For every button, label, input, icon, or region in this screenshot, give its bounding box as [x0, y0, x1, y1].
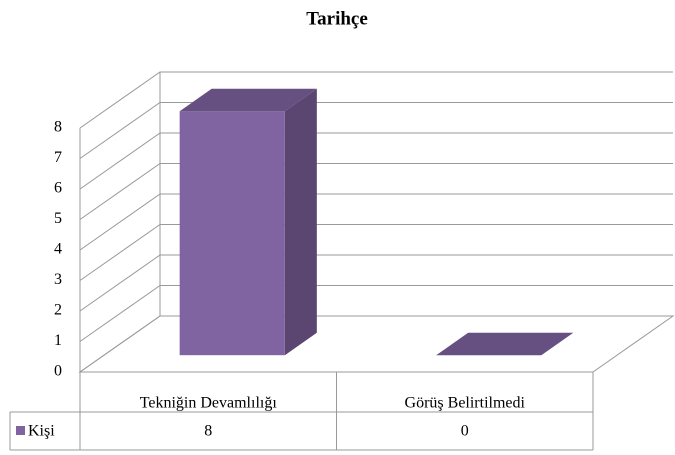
y-tick-label: 4 [54, 241, 62, 258]
legend-swatch [16, 426, 25, 435]
y-tick-label: 7 [54, 149, 62, 166]
legend-label: Kişi [28, 423, 55, 440]
x-tick-label: Görüş Belirtilmedi [405, 395, 526, 412]
grid-line [79, 224, 673, 281]
y-tick-label: 8 [54, 119, 62, 136]
bar [436, 332, 574, 356]
x-tick-label: Tekniğin Devamlılığı [140, 395, 278, 412]
bar-side [284, 88, 317, 356]
y-tick-label: 6 [54, 180, 62, 197]
grid-line [79, 254, 673, 312]
table-value: 8 [204, 423, 212, 440]
y-tick-label: 5 [54, 210, 62, 227]
table-value: 0 [461, 423, 469, 440]
chart-title: Tarihçe [306, 8, 368, 29]
y-tick-label: 2 [54, 302, 62, 319]
grid-line [79, 163, 673, 220]
bar [179, 88, 317, 356]
bar-top [436, 332, 574, 356]
bar-top [179, 88, 317, 112]
y-tick-label: 3 [54, 271, 62, 288]
y-tick-label: 1 [54, 332, 62, 349]
grid-line [79, 315, 673, 373]
grid-line [79, 102, 673, 159]
grid-line [79, 132, 673, 190]
grid-line [79, 71, 673, 129]
y-tick-label: 0 [54, 363, 62, 380]
grid-line [79, 193, 673, 251]
bar-front [179, 111, 285, 356]
floor [78, 315, 675, 373]
grid-line [79, 285, 673, 342]
